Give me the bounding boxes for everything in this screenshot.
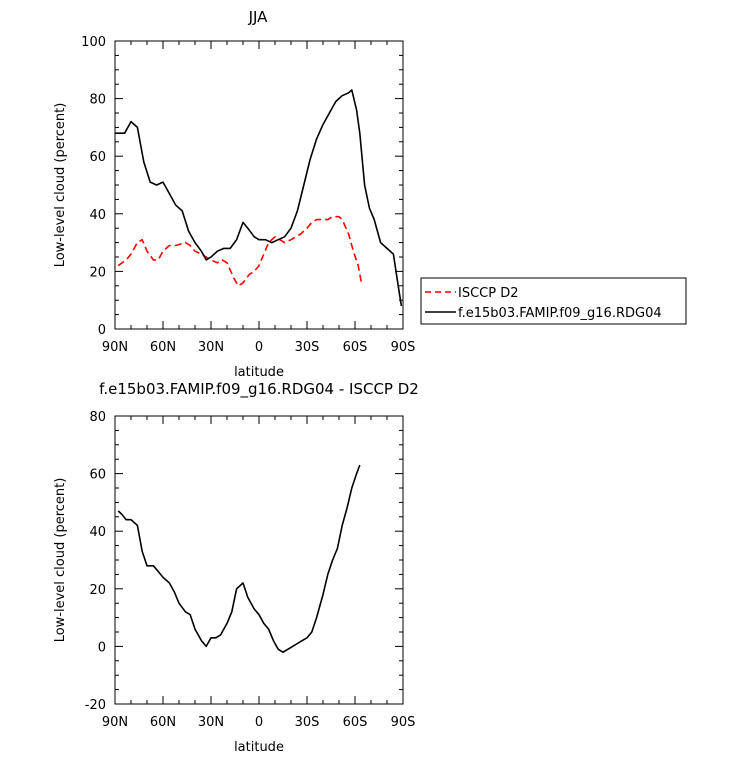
top-chart-tick-labels: 90N 60N 30N 0 30S 60S 90S 0 20 40 60 80 100: [81, 35, 415, 355]
bottom-chart-x-tick-label: 30N: [198, 715, 224, 730]
top-chart-x-tick-label: 90N: [102, 340, 128, 355]
top-chart-y-tick-label: 40: [89, 208, 106, 223]
bottom-chart-x-tick-label: 90S: [391, 715, 416, 730]
bottom-chart-x-tick-label: 60N: [150, 715, 176, 730]
top-chart-series: [115, 89, 403, 307]
bottom-chart-y-axis-label: Low-level cloud (percent): [53, 478, 68, 643]
legend: ISCCP D2 f.e15b03.FAMIP.f09_g16.RDG04: [420, 277, 687, 325]
top-chart-y-tick-label: 60: [89, 150, 106, 165]
top-chart-series-line-0: [117, 215, 363, 287]
legend-entry-isccp: ISCCP D2: [458, 286, 519, 301]
bottom-chart-x-tick-label: 60S: [343, 715, 368, 730]
top-chart-x-tick-label: 60N: [150, 340, 176, 355]
top-chart-x-tick-label: 0: [255, 340, 263, 355]
top-chart-y-tick-label: 0: [98, 323, 106, 338]
bottom-chart-frame: [114, 415, 404, 705]
legend-box: [420, 277, 687, 325]
bottom-chart-y-tick-label: -20: [85, 698, 106, 713]
bottom-chart-y-tick-label: 60: [89, 468, 106, 483]
bottom-chart-series: [117, 464, 361, 654]
bottom-chart-y-tick-label: 80: [89, 410, 106, 425]
bottom-chart-y-tick-label: 40: [89, 525, 106, 540]
top-chart-y-tick-label: 20: [89, 265, 106, 280]
bottom-chart-ticks: [114, 415, 404, 705]
bottom-chart-x-tick-label: 0: [255, 715, 263, 730]
top-chart-y-tick-label: 100: [81, 35, 106, 50]
top-chart-y-tick-label: 80: [89, 93, 106, 108]
bottom-chart-y-tick-label: 20: [89, 583, 106, 598]
top-chart-x-axis-label: latitude: [234, 365, 284, 380]
bottom-chart-x-tick-label: 90N: [102, 715, 128, 730]
top-chart-ticks: [114, 40, 404, 330]
top-chart-y-axis-label: Low-level cloud (percent): [53, 103, 68, 268]
top-chart-x-tick-label: 30N: [198, 340, 224, 355]
top-chart-x-tick-label: 90S: [391, 340, 416, 355]
top-chart-x-tick-label: 30S: [295, 340, 320, 355]
bottom-chart-title: f.e15b03.FAMIP.f09_g16.RDG04 - ISCCP D2: [99, 380, 419, 399]
top-chart-series-line-1: [115, 89, 403, 307]
top-chart-title: JJA: [248, 8, 269, 26]
bottom-chart-x-tick-label: 30S: [295, 715, 320, 730]
bottom-chart-series-line-0: [117, 464, 361, 654]
bottom-chart-tick-labels: 90N 60N 30N 0 30S 60S 90S -20 0 20 40 60 80: [85, 410, 416, 730]
bottom-chart-panel: f.e15b03.FAMIP.f09_g16.RDG04 - ISCCP D2 …: [53, 380, 419, 755]
bottom-chart-x-axis-label: latitude: [234, 740, 284, 755]
legend-entry-model: f.e15b03.FAMIP.f09_g16.RDG04: [458, 306, 662, 321]
bottom-chart-y-tick-label: 0: [98, 640, 106, 655]
top-chart-x-tick-label: 60S: [343, 340, 368, 355]
top-chart-panel: JJA 90N 60N 30N 0 30S 60S 90S 0 20 40 60 80 100 lati…: [53, 8, 415, 380]
